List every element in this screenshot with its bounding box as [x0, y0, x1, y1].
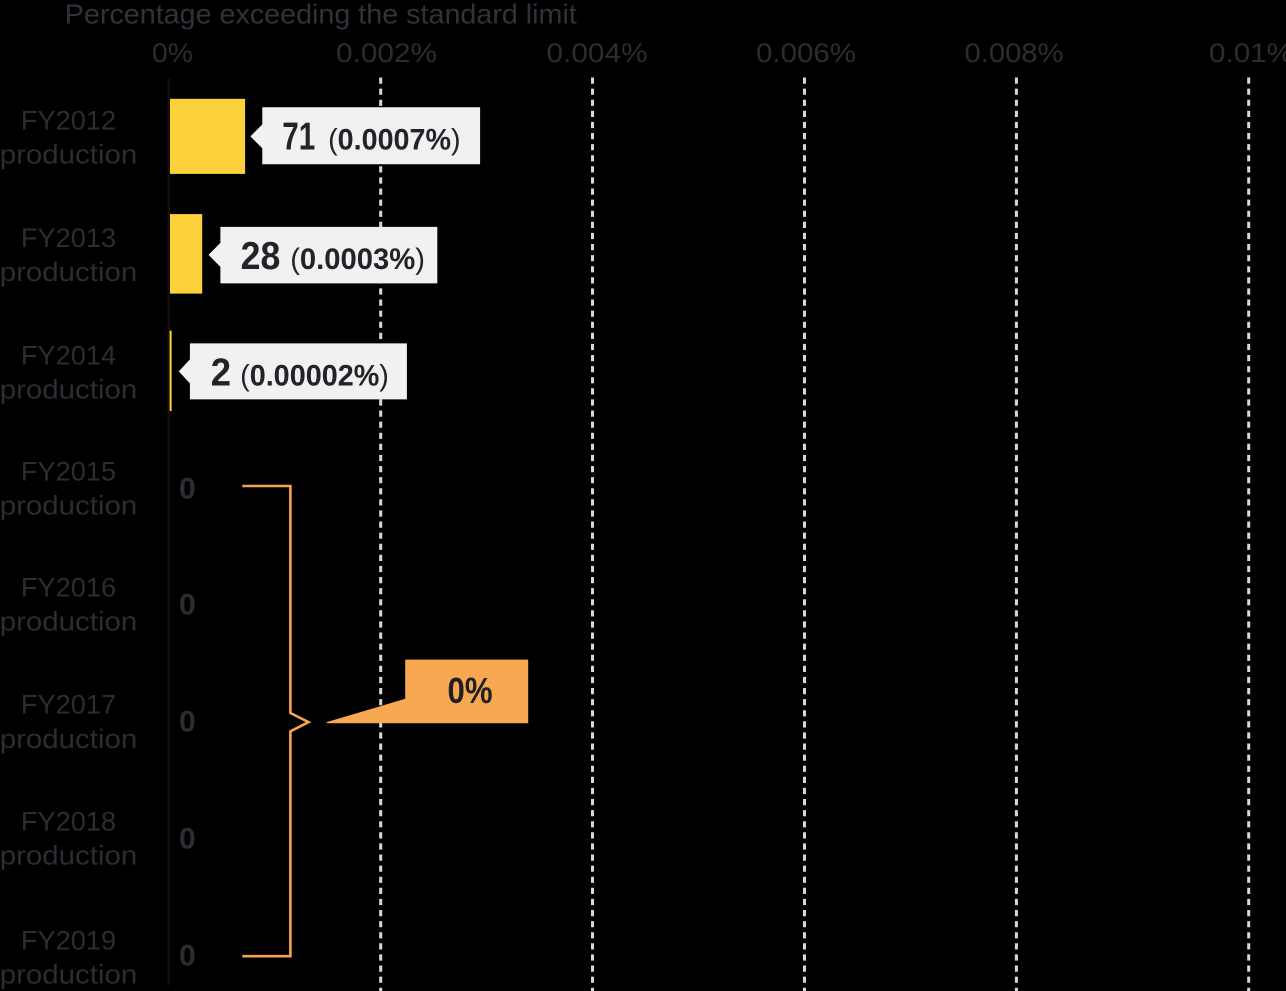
svg-text:(0.00002%): (0.00002%): [240, 359, 389, 392]
svg-text:FY2017: FY2017: [21, 690, 116, 720]
svg-text:(0.0003%): (0.0003%): [290, 243, 425, 276]
svg-text:2: 2: [211, 351, 231, 394]
svg-text:0: 0: [179, 822, 196, 855]
svg-text:FY2014: FY2014: [21, 341, 116, 371]
svg-text:FY2015: FY2015: [21, 457, 116, 487]
svg-text:production: production: [0, 724, 137, 754]
svg-text:FY2013: FY2013: [21, 223, 116, 253]
svg-text:0.004%: 0.004%: [547, 38, 648, 68]
svg-text:production: production: [0, 960, 137, 990]
svg-text:production: production: [0, 140, 137, 170]
svg-text:0.002%: 0.002%: [336, 38, 437, 68]
svg-text:0%: 0%: [448, 670, 493, 711]
svg-text:FY2012: FY2012: [21, 105, 116, 135]
svg-text:0.01%: 0.01%: [1209, 38, 1286, 68]
svg-text:71: 71: [282, 115, 315, 158]
svg-text:FY2018: FY2018: [21, 807, 116, 837]
svg-text:Percentage exceeding the stand: Percentage exceeding the standard limit: [65, 0, 577, 30]
svg-text:28: 28: [241, 235, 281, 278]
svg-text:(0.0007%): (0.0007%): [328, 123, 461, 156]
svg-text:production: production: [0, 491, 137, 521]
svg-text:0: 0: [179, 472, 196, 505]
svg-text:production: production: [0, 375, 137, 405]
svg-text:0: 0: [179, 939, 196, 972]
svg-text:0.006%: 0.006%: [756, 38, 856, 68]
svg-text:FY2019: FY2019: [21, 926, 116, 956]
svg-text:production: production: [0, 607, 137, 637]
svg-text:0: 0: [179, 589, 196, 622]
svg-text:production: production: [0, 257, 137, 287]
svg-text:0%: 0%: [152, 38, 193, 68]
svg-text:FY2016: FY2016: [21, 573, 116, 603]
svg-text:0.008%: 0.008%: [965, 38, 1064, 68]
svg-text:production: production: [0, 841, 137, 871]
svg-text:0: 0: [179, 706, 196, 739]
